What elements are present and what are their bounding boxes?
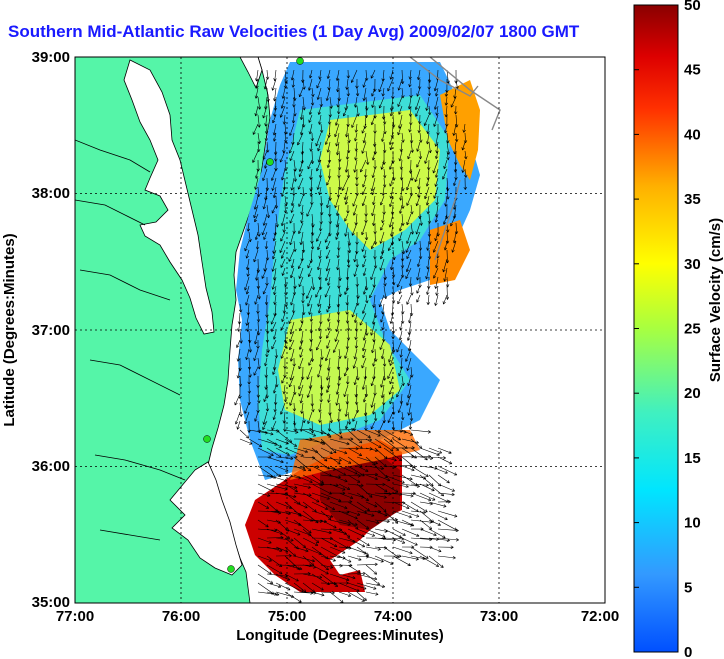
x-tick-label: 74:00 — [374, 608, 412, 625]
hf-radar-station — [227, 565, 235, 573]
x-tick-label: 75:00 — [268, 608, 306, 625]
x-tick-label: 76:00 — [162, 608, 200, 625]
y-tick-label: 38:00 — [32, 185, 70, 202]
hf-radar-station — [203, 435, 211, 443]
y-tick-label: 37:00 — [32, 322, 70, 339]
colorbar-tick-label: 10 — [684, 515, 701, 532]
colorbar-tick-label: 45 — [684, 62, 701, 79]
pamlico-sound — [169, 461, 243, 576]
hf-radar-station — [266, 158, 274, 166]
velocity-arrows — [234, 69, 468, 603]
y-tick-label: 35:00 — [32, 594, 70, 611]
bathymetry-contours — [409, 57, 501, 261]
map-title: Southern Mid-Atlantic Raw Velocities (1 … — [8, 22, 580, 41]
velocity-field-yellow — [320, 110, 440, 250]
y-tick-label: 39:00 — [32, 49, 70, 66]
colorbar-tick-label: 35 — [684, 191, 701, 208]
y-axis-ticks: 39:00 38:00 37:00 36:00 35:00 — [32, 49, 70, 611]
x-tick-label: 72:00 — [581, 608, 619, 625]
colorbar-tick-label: 0 — [684, 644, 692, 659]
grid-lines — [75, 57, 605, 603]
colorbar-tick-label: 15 — [684, 450, 701, 467]
colorbar-label: Surface Velocity (cm/s) — [707, 218, 724, 382]
colorbar-tick-label: 25 — [684, 321, 701, 338]
colorbar-ticks: 0 5 10 15 20 25 30 35 40 45 50 — [634, 0, 701, 659]
x-axis-label: Longitude (Degrees:Minutes) — [236, 627, 444, 644]
colorbar-tick-label: 20 — [684, 385, 701, 402]
colorbar-tick-label: 50 — [684, 0, 701, 14]
x-axis-ticks: 77:00 76:00 75:00 74:00 73:00 72:00 — [56, 608, 619, 625]
river-inlets — [75, 139, 186, 541]
y-axis-label: Latitude (Degrees:Minutes) — [1, 233, 18, 426]
velocity-field-orange-east — [430, 220, 470, 285]
velocity-field-orange-north — [440, 80, 480, 180]
colorbar-tick-label: 30 — [684, 256, 701, 273]
colorbar-tick-label: 5 — [684, 579, 692, 596]
x-tick-label: 77:00 — [56, 608, 94, 625]
velocity-vectors — [234, 69, 468, 603]
colorbar — [633, 4, 679, 653]
x-tick-label: 73:00 — [480, 608, 518, 625]
hf-radar-station — [296, 57, 304, 65]
y-tick-label: 36:00 — [32, 458, 70, 475]
chesapeake-bay — [123, 59, 215, 335]
colorbar-tick-label: 40 — [684, 126, 701, 143]
